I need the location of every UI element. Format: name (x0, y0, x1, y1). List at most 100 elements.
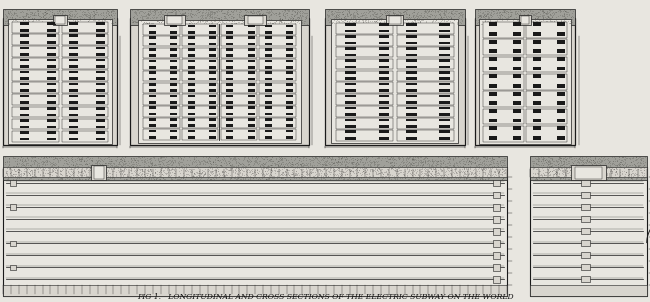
Point (96, 173, 106, 178)
Point (253, 171, 263, 175)
Point (452, 171, 462, 175)
Point (349, 14, 359, 19)
Point (591, 164, 601, 169)
Point (266, 156, 277, 161)
Point (358, 17, 368, 22)
Point (479, 161, 489, 165)
Point (160, 157, 170, 162)
Point (59, 161, 70, 165)
Point (491, 161, 501, 166)
Point (314, 161, 324, 166)
Point (82, 12, 92, 17)
Point (545, 160, 555, 165)
Point (74, 170, 85, 175)
Point (309, 165, 319, 170)
Point (191, 154, 202, 159)
Point (343, 167, 354, 172)
Point (347, 159, 358, 164)
Point (418, 175, 428, 180)
Point (29, 170, 39, 175)
Point (438, 8, 448, 12)
Point (166, 155, 176, 160)
Point (138, 20, 149, 25)
Point (38, 21, 49, 26)
Point (340, 163, 350, 168)
Point (10, 169, 20, 173)
Point (237, 166, 248, 171)
Point (307, 164, 317, 169)
Point (28, 154, 38, 159)
Point (619, 165, 629, 170)
Point (502, 10, 513, 14)
Point (221, 167, 231, 172)
Point (155, 155, 166, 159)
Point (98, 16, 108, 21)
Point (177, 157, 188, 162)
Point (82, 21, 92, 25)
Point (387, 155, 398, 159)
Point (463, 162, 473, 166)
Point (290, 165, 300, 170)
Point (442, 21, 452, 26)
Point (156, 167, 166, 172)
Point (181, 174, 192, 179)
Point (625, 159, 636, 164)
Point (245, 177, 255, 182)
Point (26, 168, 36, 173)
Point (480, 11, 490, 16)
Point (105, 13, 116, 18)
Point (599, 154, 610, 159)
Point (6, 11, 16, 15)
Point (406, 19, 417, 24)
Bar (143, 24, 179, 35)
Point (5, 166, 15, 171)
Point (477, 177, 488, 182)
Bar (406, 125, 417, 128)
Point (84, 176, 94, 181)
Point (241, 7, 252, 12)
Point (465, 171, 476, 176)
Point (320, 158, 331, 163)
Bar (439, 47, 450, 50)
Point (84, 18, 94, 22)
Point (493, 155, 503, 160)
Point (273, 163, 283, 168)
Point (164, 174, 175, 179)
Point (281, 11, 291, 15)
Point (184, 166, 194, 171)
Point (455, 160, 465, 165)
Point (422, 174, 433, 179)
Point (265, 175, 276, 180)
Point (150, 174, 161, 179)
Point (356, 21, 366, 26)
Point (309, 173, 319, 178)
Point (484, 169, 494, 174)
Point (593, 157, 603, 162)
Point (420, 159, 430, 163)
Point (47, 14, 58, 19)
Bar (47, 114, 56, 116)
Point (347, 158, 358, 162)
Point (15, 156, 25, 161)
Point (9, 11, 20, 15)
Point (15, 17, 25, 21)
Point (385, 21, 396, 25)
Bar (378, 101, 389, 104)
Point (67, 175, 77, 180)
Point (420, 154, 430, 159)
Point (474, 12, 485, 17)
Point (553, 167, 564, 172)
Point (562, 14, 573, 19)
Point (499, 174, 509, 179)
Point (13, 16, 23, 21)
Point (342, 164, 352, 169)
Point (259, 20, 270, 24)
Point (51, 165, 61, 170)
Point (335, 171, 345, 176)
Bar (513, 119, 521, 123)
Point (239, 162, 249, 167)
Point (460, 156, 471, 160)
Point (294, 173, 304, 178)
Point (298, 167, 309, 172)
Point (499, 156, 510, 160)
